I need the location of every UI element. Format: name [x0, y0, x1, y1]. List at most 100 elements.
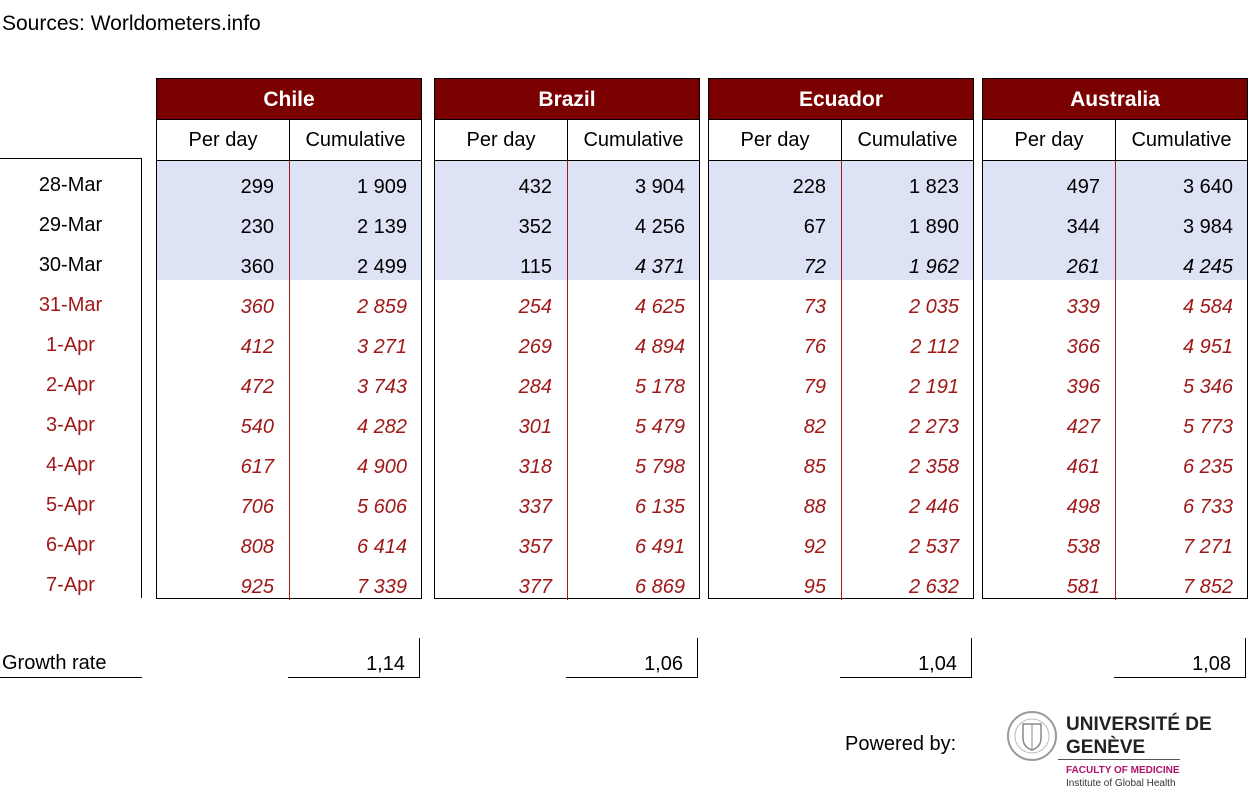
per-day-cell: 396 [1066, 376, 1100, 398]
university-seal-icon [1007, 711, 1057, 761]
cumulative-cell: 3 640 [1182, 176, 1233, 198]
date-label: 30-Mar [38, 254, 103, 276]
per-day-cell: 318 [518, 456, 552, 478]
date-label: 28-Mar [38, 174, 103, 196]
table-row: 427 5 773 [983, 401, 1247, 441]
date-label: 6-Apr [46, 534, 95, 556]
country-header: Australia [983, 79, 1247, 120]
column-headers: Per day Cumulative [157, 120, 421, 161]
table-row: 228 1 823 [709, 161, 973, 201]
per-day-cell: 617 [240, 456, 274, 478]
date-label: 2-Apr [46, 374, 95, 396]
cumulative-cell: 4 894 [634, 336, 685, 358]
cumulative-cell: 5 178 [634, 376, 685, 398]
per-day-cell: 808 [240, 536, 274, 558]
cumulative-cell: 4 256 [634, 216, 685, 238]
table-row: 72 1 962 [709, 241, 973, 281]
cumulative-cell: 2 139 [356, 216, 407, 238]
table-row: 360 2 499 [157, 241, 421, 281]
table-row: 360 2 859 [157, 281, 421, 321]
country-header: Brazil [435, 79, 699, 120]
date-label: 3-Apr [46, 414, 95, 436]
per-day-header: Per day [709, 120, 842, 160]
powered-by-label: Powered by: [845, 733, 957, 755]
table-row: 284 5 178 [435, 361, 699, 401]
per-day-cell: 925 [240, 576, 274, 598]
column-headers: Per day Cumulative [435, 120, 699, 161]
per-day-cell: 76 [803, 336, 826, 358]
country-header: Chile [157, 79, 421, 120]
cumulative-header: Cumulative [857, 129, 958, 151]
per-day-cell: 95 [803, 576, 826, 598]
cumulative-cell: 2 191 [908, 376, 959, 398]
table-row: 230 2 139 [157, 201, 421, 241]
per-day-cell: 581 [1066, 576, 1100, 598]
per-day-cell: 230 [240, 216, 274, 238]
per-day-cell: 352 [518, 216, 552, 238]
date-label: 31-Mar [38, 294, 103, 316]
per-day-cell: 261 [1066, 256, 1100, 278]
table-row: 540 4 282 [157, 401, 421, 441]
column-divider [1115, 161, 1116, 600]
cumulative-cell: 1 909 [356, 176, 407, 198]
per-day-cell: 344 [1066, 216, 1100, 238]
table-row: 269 4 894 [435, 321, 699, 361]
cumulative-cell: 2 499 [356, 256, 407, 278]
per-day-cell: 461 [1066, 456, 1100, 478]
cumulative-cell: 3 271 [356, 336, 407, 358]
column-divider [289, 161, 290, 600]
cumulative-cell: 2 537 [908, 536, 959, 558]
growth-rate-value: 1,14 [288, 638, 420, 678]
logo-divider [1058, 759, 1180, 760]
table-row: 617 4 900 [157, 441, 421, 481]
cumulative-header: Cumulative [583, 129, 684, 151]
cumulative-cell: 1 890 [908, 216, 959, 238]
per-day-cell: 284 [518, 376, 552, 398]
per-day-cell: 357 [518, 536, 552, 558]
per-day-cell: 254 [518, 296, 552, 318]
per-day-cell: 377 [518, 576, 552, 598]
cumulative-cell: 6 491 [634, 536, 685, 558]
table-row: 261 4 245 [983, 241, 1247, 281]
table-row: 254 4 625 [435, 281, 699, 321]
cumulative-header: Cumulative [1131, 129, 1232, 151]
date-label: 1-Apr [46, 334, 95, 356]
cumulative-cell: 4 900 [356, 456, 407, 478]
column-headers: Per day Cumulative [709, 120, 973, 161]
per-day-cell: 412 [240, 336, 274, 358]
cumulative-cell: 6 235 [1182, 456, 1233, 478]
per-day-cell: 339 [1066, 296, 1100, 318]
date-label: 4-Apr [46, 454, 95, 476]
per-day-cell: 269 [518, 336, 552, 358]
date-label: 5-Apr [46, 494, 95, 516]
table-row: 412 3 271 [157, 321, 421, 361]
per-day-cell: 85 [803, 456, 826, 478]
growth-rate-value: 1,08 [1114, 638, 1246, 678]
table-row: 339 4 584 [983, 281, 1247, 321]
per-day-cell: 360 [240, 256, 274, 278]
table-row: 115 4 371 [435, 241, 699, 281]
table-row: 357 6 491 [435, 521, 699, 561]
table-row: 538 7 271 [983, 521, 1247, 561]
table-row: 497 3 640 [983, 161, 1247, 201]
institute-name: Institute of Global Health [1066, 778, 1176, 789]
table-row: 67 1 890 [709, 201, 973, 241]
cumulative-cell: 7 271 [1182, 536, 1233, 558]
cumulative-cell: 2 446 [908, 496, 959, 518]
table-row: 366 4 951 [983, 321, 1247, 361]
per-day-cell: 366 [1066, 336, 1100, 358]
per-day-cell: 115 [520, 256, 552, 278]
table-row: 432 3 904 [435, 161, 699, 201]
per-day-cell: 72 [803, 256, 826, 278]
cumulative-cell: 6 414 [356, 536, 407, 558]
table-body: 228 1 823 67 1 890 72 1 962 73 2 035 76 2 112 79 2 … [709, 161, 973, 600]
per-day-cell: 228 [792, 176, 826, 198]
table-row: 352 4 256 [435, 201, 699, 241]
column-divider [841, 161, 842, 600]
growth-rate-value: 1,04 [840, 638, 972, 678]
cumulative-cell: 5 798 [634, 456, 685, 478]
cumulative-cell: 2 273 [908, 416, 959, 438]
date-column: 28-Mar 29-Mar 30-Mar 31-Mar 1-Apr 2-Apr 3-Apr 4… [0, 158, 142, 598]
table-row: 76 2 112 [709, 321, 973, 361]
cumulative-cell: 7 852 [1182, 576, 1233, 598]
